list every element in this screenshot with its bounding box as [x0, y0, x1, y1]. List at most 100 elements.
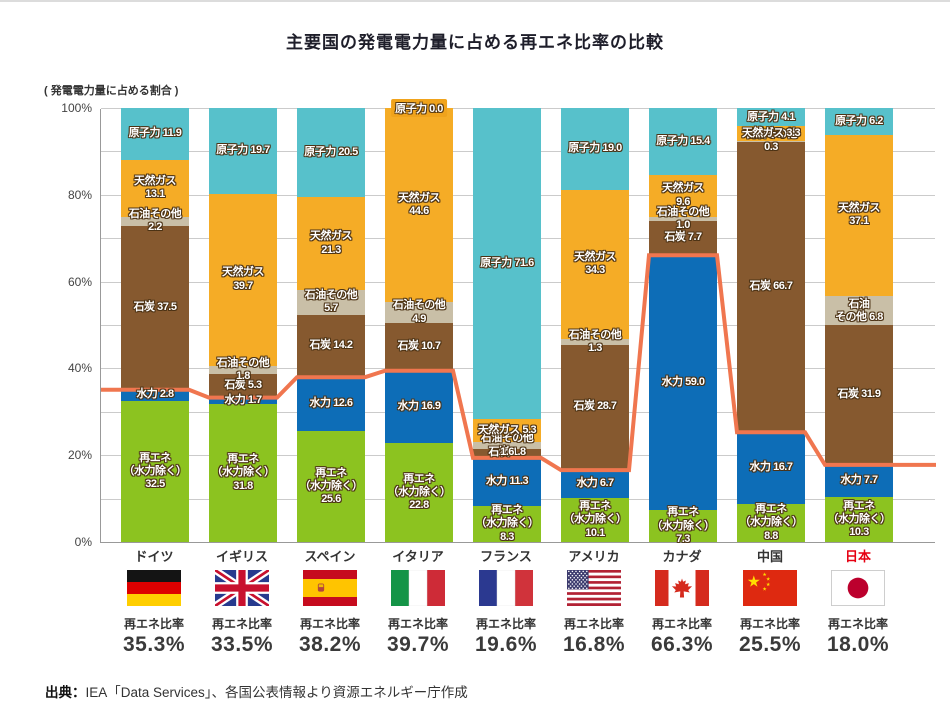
- segment-renewable: 再エネ （水力除く） 10.3: [825, 497, 893, 542]
- segment-label-oil: 石油 その他 6.8: [835, 297, 883, 323]
- ratio-caption-japan: 再エネ比率: [827, 617, 888, 631]
- segment-label-oil: 石油その他 2.2: [128, 208, 182, 234]
- segment-renewable: 再エネ （水力除く） 22.8: [385, 443, 453, 542]
- segment-label-oil: 石油その他 5.7: [304, 289, 358, 315]
- segment-label-gas: 天然ガス 21.3: [310, 230, 353, 256]
- canada-flag-icon: [638, 570, 726, 606]
- segment-renewable: 再エネ （水力除く） 8.8: [737, 503, 805, 542]
- bar-uk: 再エネ （水力除く） 31.8 水力 1.7 石炭 5.3 石油その他 1.8 天然ガス…: [209, 108, 277, 542]
- segment-nuclear: 原子力 6.2: [825, 108, 893, 135]
- country-label-usa: アメリカ: [568, 549, 620, 564]
- ratio-caption-canada: 再エネ比率: [651, 617, 712, 631]
- segment-hydro: 水力 7.7: [825, 463, 893, 498]
- segment-oil: 石油その他 0.3: [737, 128, 805, 153]
- segment-coal: 石炭 10.7: [385, 323, 453, 370]
- segment-label-nuclear-chip: 原子力 0.0: [391, 99, 447, 117]
- bar-japan: 再エネ （水力除く） 10.3 水力 7.7 石炭 31.9 石油 その他 6.8 天然…: [825, 108, 893, 542]
- bar-china: 再エネ （水力除く） 8.8 水力 16.7 石炭 66.7 石油その他 0.3 天然ガ…: [737, 108, 805, 542]
- country-label-france: フランス: [480, 549, 532, 564]
- chart-title: 主要国の発電電力量に占める再エネ比率の比較: [286, 33, 664, 52]
- ratio-value-china: 25.5%: [738, 633, 802, 656]
- source-note: 出典：IEA「Data Services」、各国公表情報より資源エネルギー庁作成: [45, 681, 468, 701]
- segment-renewable: 再エネ （水力除く） 10.1: [561, 498, 629, 542]
- ratio-caption-spain: 再エネ比率: [299, 617, 360, 631]
- segment-coal: 石炭 66.7: [737, 141, 805, 432]
- segment-oil: 石油その他 4.9: [385, 299, 453, 325]
- segment-oil: 石油その他 1.3: [561, 329, 629, 354]
- segment-label-gas: 天然ガス 5.3: [477, 424, 537, 437]
- bar-france: 再エネ （水力除く） 8.3 水力 11.3 石炭 1.8 石油その他 1.6 天然ガス…: [473, 108, 541, 543]
- segment-label-gas: 天然ガス 3.3: [741, 126, 801, 139]
- segment-renewable: 再エネ （水力除く） 7.3: [649, 506, 717, 545]
- bar-usa: 再エネ （水力除く） 10.1 水力 6.7 石炭 28.7 石油その他 1.3 天然ガ…: [561, 107, 629, 542]
- y-axis-tick: 40%: [67, 361, 92, 376]
- segment-nuclear: 原子力 4.1: [737, 108, 805, 127]
- ratio-caption-france: 再エネ比率: [475, 617, 536, 631]
- segment-oil: 石油その他 1.8: [209, 357, 277, 382]
- segment-hydro: 水力 16.9: [385, 369, 453, 444]
- segment-label-hydro: 水力 12.6: [309, 396, 353, 409]
- segment-label-renewable: 再エネ （水力除く） 31.8: [211, 453, 276, 492]
- segment-coal: 石炭 31.9: [825, 325, 893, 464]
- segment-nuclear: 原子力 19.0: [561, 107, 629, 191]
- country-label-uk: イギリス: [215, 549, 268, 564]
- usa-flag-icon: [550, 570, 638, 606]
- country-label-italy: イタリア: [392, 549, 444, 564]
- country-label-germany: ドイツ: [134, 549, 174, 564]
- segment-label-gas: 天然ガス 37.1: [838, 202, 881, 228]
- segment-label-nuclear: 原子力 6.2: [835, 114, 883, 127]
- segment-nuclear: 原子力 19.7: [209, 108, 277, 194]
- segment-hydro: 水力 1.7: [209, 393, 277, 406]
- segment-oil: 石油その他 1.6: [473, 432, 541, 458]
- segment-label-coal: 石炭 66.7: [749, 280, 793, 293]
- segment-gas: 天然ガス 34.3: [561, 190, 629, 339]
- segment-label-hydro: 水力 7.7: [840, 474, 878, 487]
- segment-label-nuclear: 原子力 19.7: [216, 144, 270, 157]
- segment-label-hydro: 水力 11.3: [485, 474, 529, 487]
- segment-renewable: 再エネ （水力除く） 25.6: [297, 430, 365, 542]
- segment-label-hydro: 水力 59.0: [661, 375, 705, 388]
- segment-nuclear: 原子力 11.9: [121, 108, 189, 160]
- segment-label-nuclear: 原子力 71.6: [480, 257, 534, 270]
- segment-label-oil: 石油その他 1.0: [656, 205, 710, 231]
- segment-label-hydro: 水力 16.9: [397, 399, 441, 412]
- segment-label-oil: 石油その他 0.3: [744, 128, 798, 154]
- ratio-value-japan: 18.0%: [826, 633, 890, 656]
- segment-label-coal: 石炭 10.7: [397, 339, 441, 352]
- segment-label-oil: 石油その他 1.8: [216, 356, 270, 382]
- segment-label-coal: 石炭 28.7: [573, 400, 617, 413]
- spain-flag-icon: [286, 570, 374, 606]
- segment-nuclear: 原子力 20.5: [297, 108, 365, 198]
- segment-label-gas: 天然ガス 44.6: [398, 192, 441, 218]
- country-column-spain: スペイン再エネ比率 38.2%: [286, 546, 374, 657]
- bar-canada: 再エネ （水力除く） 7.3 水力 59.0 石炭 7.7 石油その他 1.0 天然ガス…: [649, 108, 717, 545]
- segment-gas: 天然ガス 44.6: [385, 108, 453, 302]
- country-label-spain: スペイン: [304, 549, 356, 564]
- segment-gas: 天然ガス 9.6: [649, 174, 717, 217]
- ratio-value-canada: 66.3%: [650, 633, 714, 656]
- source-text: IEA「Data Services」、各国公表情報より資源エネルギー庁作成: [85, 685, 468, 700]
- segment-renewable: 再エネ （水力除く） 32.5: [121, 400, 189, 542]
- ratio-value-spain: 38.2%: [298, 633, 362, 656]
- japan-flag-icon: [814, 570, 902, 606]
- segment-label-hydro: 水力 1.7: [224, 393, 262, 406]
- segment-renewable: 再エネ （水力除く） 31.8: [209, 404, 277, 542]
- segment-gas: 天然ガス 21.3: [297, 197, 365, 290]
- segment-hydro: 水力 2.8: [121, 388, 189, 401]
- ratio-caption-usa: 再エネ比率: [563, 617, 624, 631]
- segment-label-coal: 石炭 14.2: [309, 338, 353, 351]
- segment-label-nuclear: 原子力 20.5: [304, 146, 358, 159]
- segment-label-coal: 石炭 7.7: [664, 230, 702, 243]
- y-axis-note: ( 発電電力量に占める割合 ): [44, 85, 179, 97]
- segment-label-renewable: 再エネ （水力除く） 32.5: [123, 451, 188, 491]
- china-flag-icon: [726, 570, 814, 606]
- segment-label-nuclear: 原子力 11.9: [128, 127, 182, 140]
- country-label-japan: 日本: [844, 549, 871, 564]
- segment-label-hydro: 水力 6.7: [576, 477, 614, 490]
- ratio-caption-italy: 再エネ比率: [387, 617, 448, 631]
- segment-oil: 石油その他 1.0: [649, 206, 717, 231]
- segment-oil: 石油 その他 6.8: [825, 295, 893, 326]
- ratio-caption-china: 再エネ比率: [739, 617, 800, 631]
- country-label-canada: カナダ: [662, 549, 702, 564]
- segment-label-oil: 石油その他 1.3: [568, 328, 622, 354]
